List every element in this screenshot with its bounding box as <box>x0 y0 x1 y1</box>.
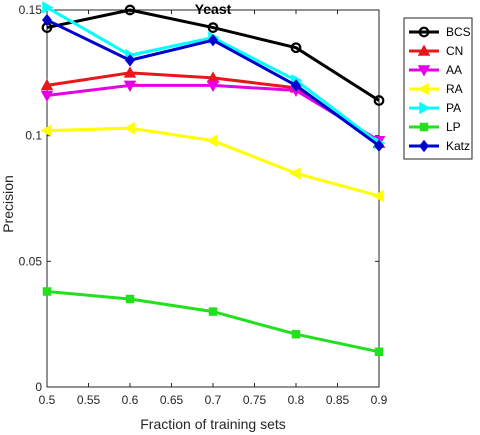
data-point-ra <box>123 121 135 135</box>
x-axis-title: Fraction of training sets <box>140 416 286 432</box>
data-point-bcs <box>207 22 219 33</box>
legend-label-ra: RA <box>446 82 463 96</box>
legend: BCS CN AA RA PA LP Katz <box>403 17 473 160</box>
legend-label-cn: CN <box>446 44 463 58</box>
data-point-aa <box>40 90 54 102</box>
series-ra <box>40 121 384 203</box>
legend-marker-bcs <box>418 26 430 38</box>
x-tick-label: 0.5 <box>39 393 56 407</box>
legend-marker-ra <box>417 82 429 96</box>
data-point-ra <box>372 189 384 203</box>
legend-label-katz: Katz <box>446 139 470 153</box>
x-tick-label: 0.85 <box>326 393 350 407</box>
data-point-lp <box>125 294 135 304</box>
data-point-katz <box>374 139 384 152</box>
y-tick-label: 0.1 <box>25 129 42 143</box>
y-tick-label: 0.05 <box>19 254 43 268</box>
data-point-aa <box>123 80 137 92</box>
data-point-katz <box>291 79 301 92</box>
data-point-aa <box>206 80 220 92</box>
y-tick-label: 0 <box>35 380 42 394</box>
data-point-bcs <box>373 95 385 106</box>
legend-item-pa: PA <box>409 101 461 115</box>
y-tick-label: 0.15 <box>19 3 43 17</box>
legend-marker-aa <box>417 65 431 77</box>
legend-marker-pa <box>419 101 431 115</box>
data-point-lp <box>208 307 218 316</box>
data-point-ra <box>206 134 218 147</box>
data-point-cn <box>123 66 137 78</box>
data-point-bcs <box>124 4 136 16</box>
legend-marker-cn <box>417 44 431 56</box>
x-tick-label: 0.9 <box>371 393 388 407</box>
legend-label-lp: LP <box>446 120 461 134</box>
series-bcs <box>41 4 385 106</box>
data-point-cn <box>40 78 54 91</box>
plot-area-frame <box>46 9 380 388</box>
x-tick-label: 0.75 <box>243 393 267 407</box>
legend-marker-lp <box>419 122 429 132</box>
chart-title: Yeast <box>195 1 232 17</box>
data-point-katz <box>42 13 52 27</box>
series-katz <box>42 13 384 152</box>
x-tick-label: 0.6 <box>122 393 139 407</box>
x-tick-label: 0.7 <box>205 393 222 407</box>
data-point-lp <box>374 347 384 357</box>
y-axis-title: Precision <box>0 175 16 233</box>
legend-label-bcs: BCS <box>446 25 471 39</box>
data-point-ra <box>40 124 52 137</box>
legend-item-katz: Katz <box>409 139 470 153</box>
x-tick-label: 0.55 <box>77 393 101 407</box>
data-point-katz <box>208 33 218 47</box>
legend-item-bcs: BCS <box>409 25 471 39</box>
legend-label-aa: AA <box>446 63 462 77</box>
x-tick-label: 0.65 <box>160 393 184 407</box>
legend-label-pa: PA <box>446 101 461 115</box>
series-lp <box>42 287 384 357</box>
legend-marker-katz <box>419 139 429 153</box>
legend-item-aa: AA <box>409 63 462 77</box>
legend-item-cn: CN <box>409 44 463 58</box>
data-point-bcs <box>290 42 302 54</box>
data-point-lp <box>291 329 301 339</box>
data-point-katz <box>125 54 135 67</box>
data-point-pa <box>42 1 54 14</box>
data-point-lp <box>42 287 52 296</box>
x-tick-label: 0.8 <box>288 393 305 407</box>
series-line-bcs <box>46 8 380 102</box>
data-point-ra <box>289 167 301 180</box>
legend-item-lp: LP <box>409 120 461 134</box>
legend-item-ra: RA <box>409 82 463 96</box>
